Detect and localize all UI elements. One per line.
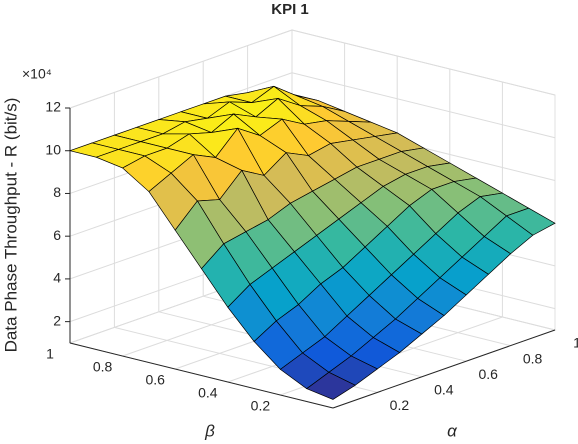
- axis-line: [69, 342, 334, 409]
- grid-line: [291, 72, 556, 139]
- y-tick-label: 0.8: [93, 359, 113, 375]
- y-axis-label: β: [204, 421, 215, 440]
- x-axis-label: α: [447, 421, 458, 440]
- x-tick-label: 0.6: [478, 366, 498, 382]
- y-tick-label: 0.4: [198, 385, 218, 401]
- z-axis-label: Data Phase Throughput - R (bit/s): [1, 98, 20, 353]
- y-tick-label: 0.6: [145, 372, 165, 388]
- x-tick-label: 1: [573, 335, 578, 351]
- z-tick-label: 12: [45, 99, 61, 115]
- grid-line: [291, 29, 556, 96]
- surface-cell: [305, 371, 356, 400]
- z-tick-label: 8: [53, 184, 61, 200]
- axis-line: [332, 329, 556, 409]
- exponent-label: ×10⁴: [22, 66, 52, 82]
- y-tick-label: 0.2: [251, 398, 271, 414]
- z-tick-label: 10: [45, 141, 61, 157]
- grid-line: [69, 29, 293, 109]
- x-tick-label: 0.4: [434, 382, 454, 398]
- x-tick-label: 0.8: [523, 350, 543, 366]
- x-tick-label: 0.2: [390, 397, 410, 413]
- z-tick-label: 4: [53, 270, 61, 286]
- chart-title: KPI 1: [271, 1, 309, 18]
- y-tick-label: 1: [46, 346, 54, 362]
- z-tick-label: 6: [53, 227, 61, 243]
- z-tick-label: 2: [53, 312, 61, 328]
